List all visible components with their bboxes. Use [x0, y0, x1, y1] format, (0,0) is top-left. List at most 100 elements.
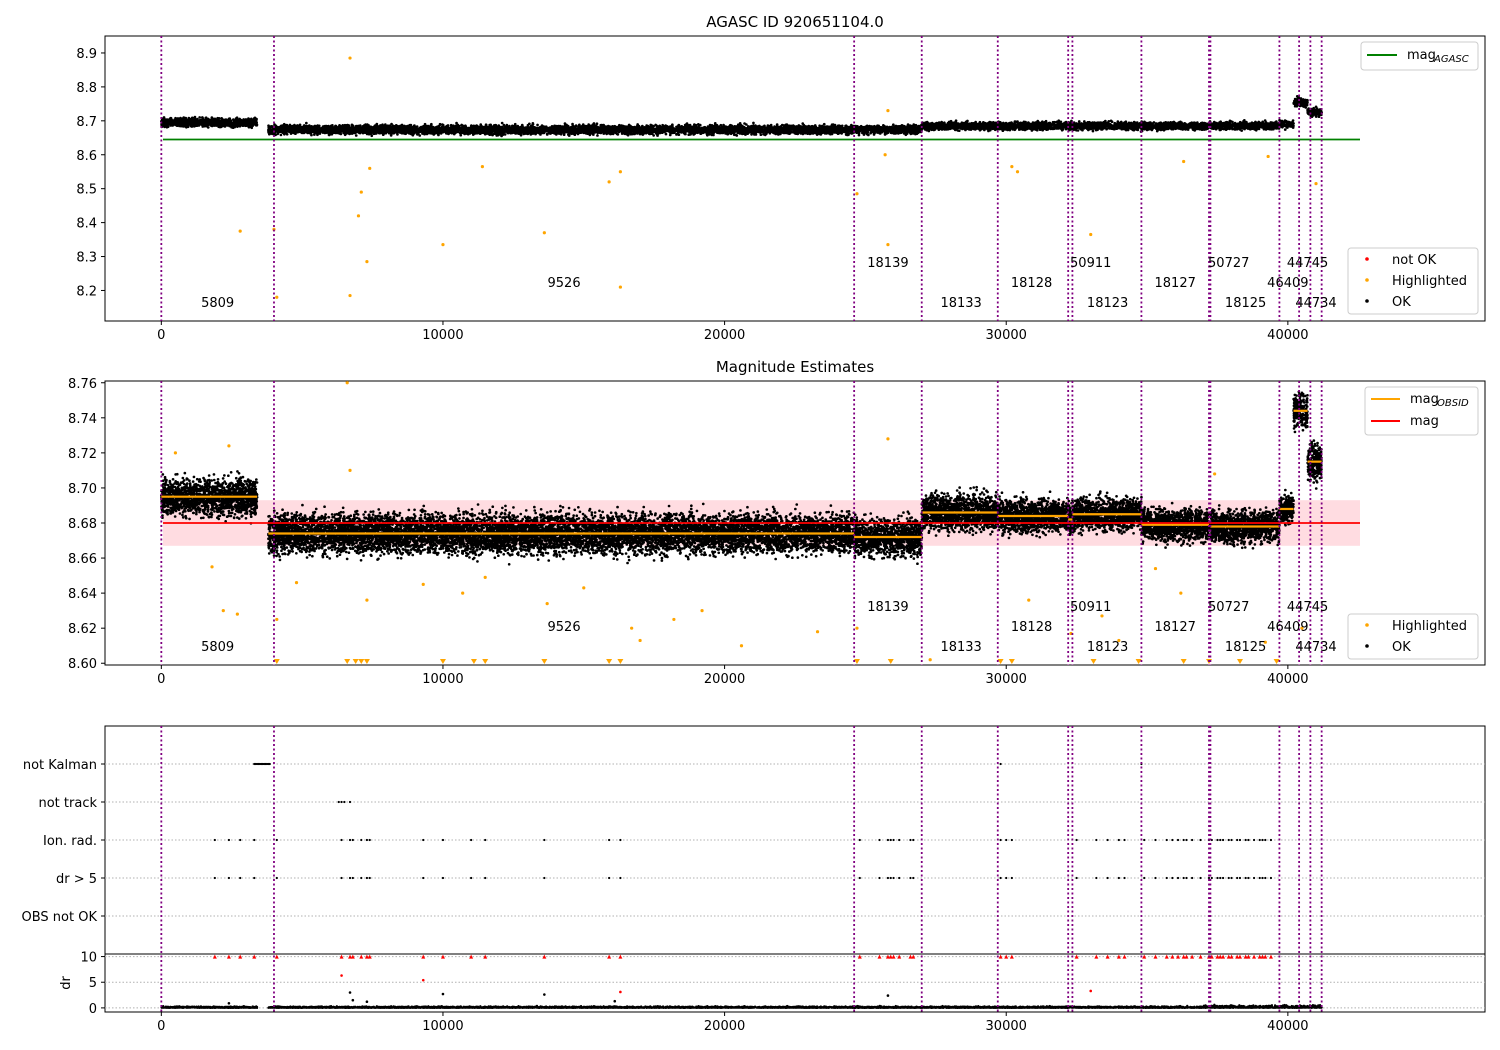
dr-capped-marker — [1237, 954, 1242, 959]
flag-point — [337, 800, 340, 804]
dr-outlier-point — [1089, 989, 1093, 993]
flag-point — [1154, 876, 1157, 880]
flag-point — [1221, 838, 1225, 842]
flag-point — [1123, 876, 1126, 880]
dr-capped-marker — [607, 954, 612, 959]
flag-point — [1258, 876, 1261, 880]
highlighted-point — [359, 190, 363, 194]
legend-marker — [1365, 299, 1369, 303]
highlighted-point — [672, 617, 676, 622]
flag-point — [858, 838, 861, 842]
highlighted-point — [1117, 638, 1121, 643]
dr-capped-marker — [1209, 954, 1214, 959]
dr-outlier-point — [351, 998, 355, 1002]
obsid-label: 18123 — [1087, 296, 1128, 311]
dr-capped-marker — [226, 954, 231, 959]
ok-point-cloud — [160, 115, 259, 130]
highlighted-point — [235, 612, 239, 616]
dr-axis-label: dr — [59, 976, 74, 990]
highlighted-point — [480, 165, 484, 169]
obsid-label: 50727 — [1208, 256, 1249, 271]
flag-point — [351, 876, 354, 880]
panel3-flags: not Kalman not track Ion. rad. dr > 5 OBS no… — [22, 725, 1486, 1034]
y-tick-label: 8.4 — [76, 217, 97, 232]
flag-point — [1261, 876, 1264, 880]
dr-outlier-point — [227, 1001, 231, 1005]
flag-point — [1247, 838, 1250, 842]
dr-capped-marker — [1260, 954, 1265, 959]
below-range-marker — [617, 659, 624, 664]
dr-capped-marker — [421, 954, 426, 959]
flag-point — [999, 838, 1002, 842]
dr-outlier-point — [613, 999, 617, 1003]
flag-point — [213, 876, 216, 880]
highlighted-point — [356, 214, 361, 218]
legend-label-subscript: AGASC — [1433, 54, 1469, 65]
flag-point — [999, 876, 1002, 880]
highlighted-point — [210, 565, 214, 569]
highlighted-point — [173, 451, 178, 455]
highlighted-point — [630, 626, 634, 630]
highlighted-point — [1089, 232, 1093, 237]
ok-point-cloud — [920, 485, 1000, 537]
highlighted-point — [886, 109, 890, 113]
flag-point — [543, 876, 546, 880]
dr-capped-marker — [1268, 954, 1273, 959]
dr-outlier-point — [365, 1000, 369, 1004]
flag-point — [1095, 876, 1098, 880]
flag-point — [1185, 876, 1188, 880]
flag-point — [239, 876, 242, 880]
dr-tick-label: 5 — [89, 976, 97, 991]
below-range-marker — [273, 659, 280, 664]
flag-point — [1191, 876, 1194, 880]
dr-capped-marker — [998, 954, 1003, 959]
flag-row-label: OBS not OK — [22, 910, 98, 925]
flag-point — [878, 876, 881, 880]
obsid-label: 18127 — [1155, 620, 1196, 635]
dr-capped-marker — [888, 954, 893, 959]
highlighted-point — [348, 468, 352, 473]
ok-point-cloud — [267, 502, 856, 566]
flag-point — [1264, 876, 1267, 880]
dr-capped-marker — [1009, 954, 1014, 959]
highlighted-point — [618, 285, 622, 289]
highlighted-point — [815, 630, 820, 634]
dr-capped-marker — [364, 954, 369, 959]
flag-point — [1236, 876, 1239, 880]
flag-point — [608, 838, 611, 842]
highlighted-point — [928, 658, 932, 662]
obsid-label: 44745 — [1287, 256, 1328, 271]
flag-point — [1244, 838, 1247, 842]
dr-capped-marker — [1164, 954, 1169, 959]
flag-point — [886, 838, 890, 842]
flag-point — [1010, 876, 1013, 880]
dr-capped-marker — [1122, 954, 1127, 959]
y-tick-label: 8.8 — [76, 81, 97, 96]
legend-label: OK — [1392, 295, 1411, 310]
legend-marker — [1365, 257, 1369, 261]
flag-point — [1264, 838, 1267, 842]
ok-point-cloud — [920, 119, 1281, 133]
flag-point — [441, 838, 445, 842]
flag-point — [1236, 838, 1239, 842]
flag-point — [889, 838, 892, 842]
dr-capped-marker — [1142, 954, 1147, 959]
y-tick-label: 8.76 — [68, 377, 97, 392]
highlighted-point — [1100, 614, 1104, 618]
obsid-label: 18128 — [1011, 620, 1052, 635]
highlighted-point — [739, 644, 744, 648]
dr-outlier-point — [619, 990, 622, 994]
flag-point — [268, 762, 271, 766]
dr-capped-marker — [350, 954, 355, 959]
highlighted-point — [618, 170, 622, 174]
flag-point — [1010, 838, 1013, 842]
flag-point — [340, 800, 343, 804]
legend-marker — [1365, 278, 1369, 282]
flag-point — [1219, 838, 1222, 842]
flag-row-label: not track — [38, 796, 97, 811]
x-tick-label: 0 — [157, 672, 165, 687]
obsid-label: 5809 — [201, 296, 234, 311]
dr-capped-marker — [1176, 954, 1181, 959]
highlighted-point — [545, 602, 549, 606]
highlighted-point — [294, 581, 299, 585]
